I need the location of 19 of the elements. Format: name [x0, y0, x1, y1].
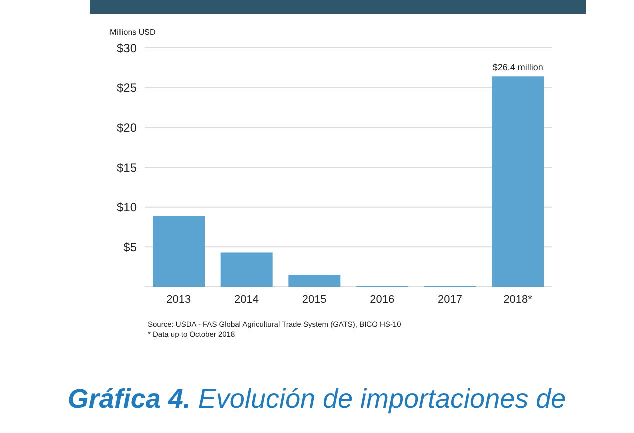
y-tick-label: $20 [116, 120, 138, 135]
y-tick-label: $25 [116, 81, 138, 96]
bar [220, 252, 273, 287]
bar [288, 275, 341, 287]
x-tick-label: 2015 [302, 294, 327, 306]
x-tick-label: 2016 [370, 294, 395, 306]
text: Gráfica 4. Evolución de importaciones de [66, 384, 568, 415]
bar [153, 216, 205, 287]
x-tick-label: 2014 [234, 294, 259, 306]
bar [492, 76, 544, 287]
y-tick-label: $15 [116, 160, 138, 175]
y-tick-label: $5 [124, 240, 138, 254]
x-tick-label: 2013 [166, 294, 192, 306]
y-tick-label: $30 [116, 41, 138, 56]
data-label: $26.4 million [492, 62, 544, 73]
x-tick-label: 2017 [438, 294, 462, 306]
y-tick-label: $10 [116, 200, 138, 215]
y-axis-title: Millions USD [110, 28, 156, 37]
x-tick-label: 2018* [504, 294, 534, 306]
